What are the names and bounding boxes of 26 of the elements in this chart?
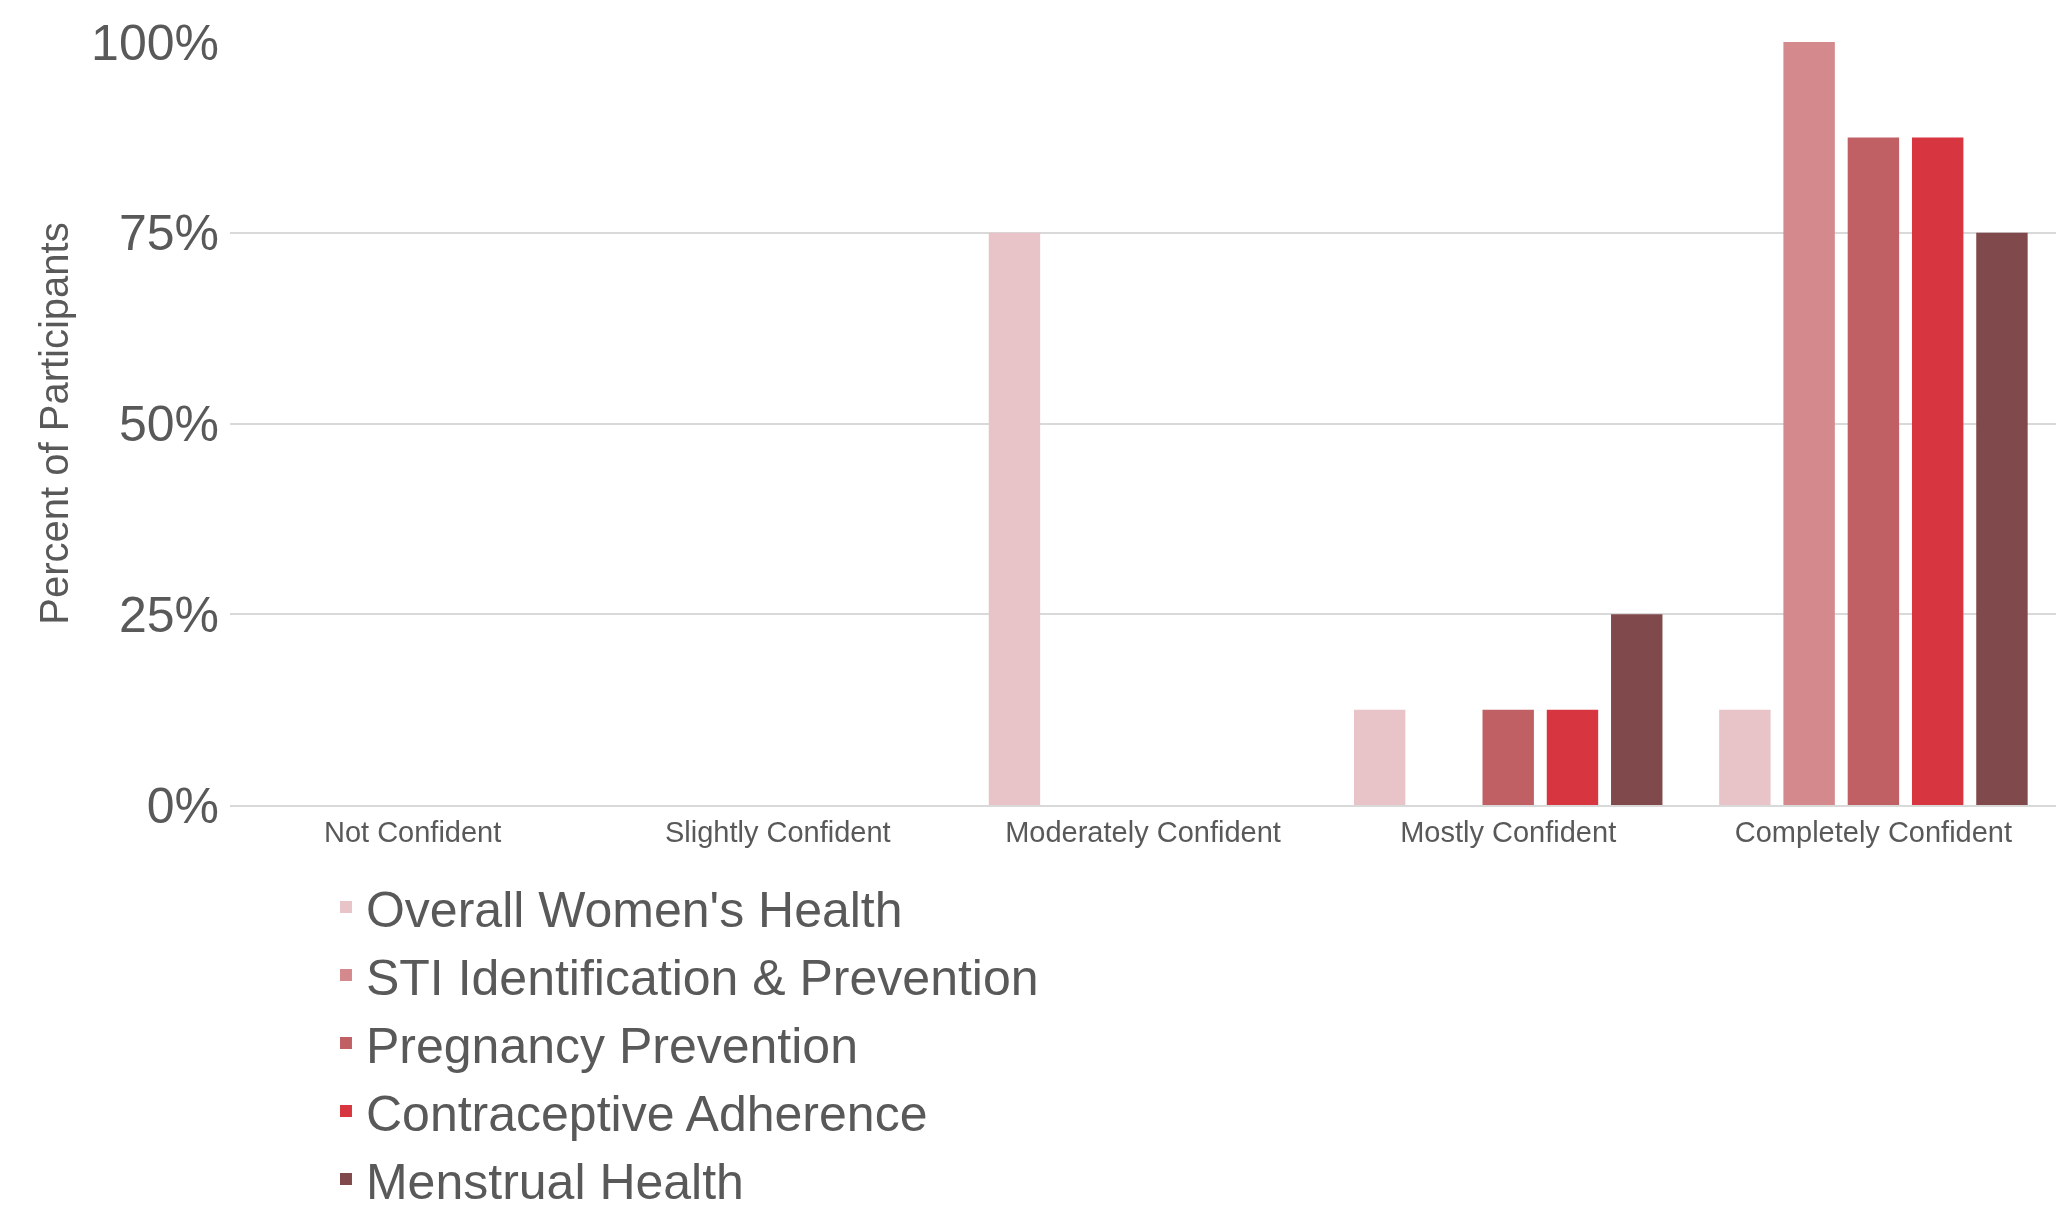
bar — [1847, 137, 1900, 805]
y-tick-label: 25% — [118, 586, 219, 643]
legend-label: Contraceptive Adherence — [365, 1085, 928, 1142]
legend-label: Overall Women's Health — [365, 881, 903, 938]
bar — [1611, 614, 1663, 805]
x-tick-label: Completely Confident — [1734, 815, 2013, 848]
y-tick-label: 0% — [146, 777, 219, 834]
bar — [1546, 709, 1599, 805]
x-tick-label: Moderately Confident — [1005, 815, 1281, 848]
y-tick-label: 50% — [118, 396, 219, 452]
legend-label: Pregnancy Prevention — [365, 1017, 858, 1074]
y-tick-label: 75% — [118, 205, 219, 262]
legend-label: STI Identification & Prevention — [365, 949, 1039, 1006]
bar — [1911, 137, 1964, 805]
bar — [1783, 42, 1835, 805]
bar — [1976, 232, 2028, 805]
legend-label: Menstrual Health — [365, 1153, 744, 1210]
x-tick-label: Not Confident — [323, 815, 502, 848]
y-tick-label: 100% — [91, 14, 219, 71]
bar — [1719, 709, 1771, 805]
x-tick-label: Mostly Confident — [1400, 815, 1617, 848]
bar — [988, 232, 1041, 805]
x-tick-label: Slightly Confident — [664, 815, 891, 848]
y-axis-title: Percent of Participants — [31, 222, 76, 625]
bar — [1353, 709, 1406, 805]
bar — [1482, 709, 1534, 805]
